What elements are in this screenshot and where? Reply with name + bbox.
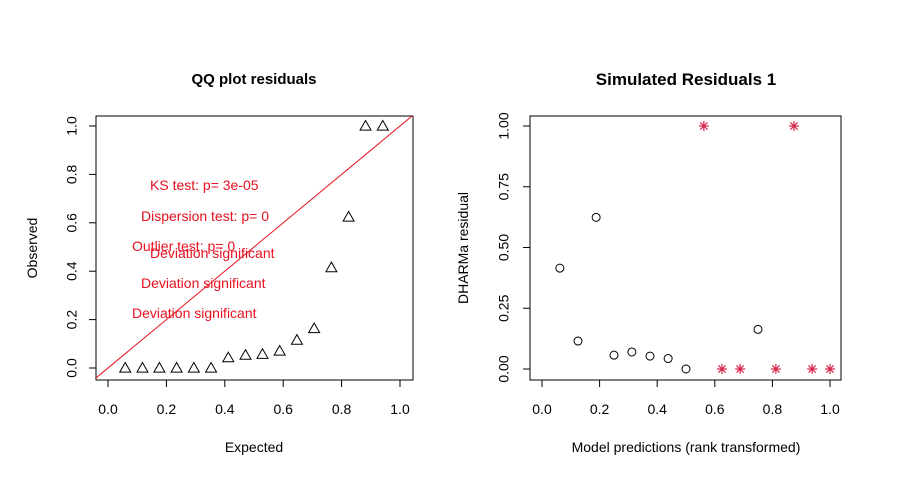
- residual-outlier-point: [717, 364, 727, 374]
- qq-x-tick-label: 0.8: [332, 401, 352, 417]
- residuals-y-tick-label: 0.75: [496, 173, 512, 200]
- residual-point: [573, 336, 583, 346]
- residuals-plot-xlabel: Model predictions (rank transformed): [572, 439, 801, 455]
- residual-point: [645, 351, 655, 361]
- qq-point: [153, 361, 166, 373]
- residuals-x-tick-label: 0.0: [532, 401, 552, 417]
- residuals-x-tick-label: 0.2: [590, 401, 610, 417]
- qq-x-tick-label: 1.0: [390, 401, 410, 417]
- qq-reference-line: [96, 116, 413, 379]
- qq-point: [204, 361, 218, 373]
- qq-point: [256, 347, 269, 359]
- qq-ks-test-label: KS test: p= 3e-05: [150, 177, 259, 193]
- residuals-plot-ylabel: DHARMa residual: [455, 192, 471, 304]
- residual-point: [555, 263, 565, 273]
- residual-outlier-point: [807, 364, 818, 374]
- qq-plot-panel: QQ plot residuals Expected Observed 0.0 0…: [24, 71, 414, 455]
- residual-point: [681, 364, 691, 374]
- residuals-x-tick-label: 0.8: [763, 401, 783, 417]
- qq-outlier-test-label: Outlier test: p= 0: [132, 238, 235, 254]
- residuals-y-tick-label: 0.50: [496, 234, 512, 261]
- qq-plot-title: QQ plot residuals: [191, 71, 316, 88]
- qq-point: [239, 348, 252, 360]
- residual-point: [753, 324, 763, 334]
- qq-y-tick-label: 0.6: [64, 213, 80, 233]
- qq-x-tick-label: 0.6: [273, 401, 293, 417]
- residuals-plot-frame: [529, 115, 842, 381]
- qq-ks-deviation-label: Deviation significant: [150, 245, 275, 261]
- qq-dispersion-test-label: Dispersion test: p= 0: [141, 208, 269, 224]
- residuals-x-tick-label: 0.4: [647, 401, 667, 417]
- residual-outlier-point: [698, 121, 709, 131]
- residual-point: [663, 354, 673, 364]
- qq-point: [273, 344, 287, 356]
- residual-point: [591, 212, 601, 222]
- residuals-y-tick-label: 1.00: [496, 112, 512, 139]
- qq-dispersion-deviation-label: Deviation significant: [141, 275, 266, 291]
- qq-outlier-deviation-label: Deviation significant: [132, 305, 257, 321]
- qq-point: [342, 210, 355, 222]
- qq-point: [136, 361, 149, 373]
- residual-outlier-point: [825, 364, 835, 374]
- qq-point: [359, 119, 372, 131]
- simulated-residuals-panel: Simulated Residuals 1 Model predictions …: [455, 70, 842, 455]
- qq-point: [118, 361, 132, 373]
- qq-y-tick-label: 0.2: [64, 310, 80, 330]
- qq-y-tick-label: 0.4: [64, 261, 80, 281]
- qq-point: [221, 351, 235, 363]
- residual-outlier-point: [735, 364, 746, 374]
- qq-plot-ylabel: Observed: [24, 218, 40, 279]
- qq-point: [187, 361, 201, 373]
- residual-point: [627, 347, 637, 357]
- qq-y-tick-label: 0.0: [64, 358, 80, 378]
- qq-point: [307, 322, 321, 334]
- qq-y-tick-label: 1.0: [64, 116, 80, 136]
- residuals-x-tick-label: 1.0: [820, 401, 840, 417]
- qq-y-tick-label: 0.8: [64, 164, 80, 184]
- qq-x-tick-label: 0.4: [215, 401, 235, 417]
- qq-point: [376, 119, 390, 131]
- residual-outlier-point: [770, 364, 781, 374]
- residual-point: [609, 350, 619, 360]
- residuals-x-tick-label: 0.6: [705, 401, 725, 417]
- residual-outlier-point: [789, 121, 799, 131]
- residuals-y-tick-label: 0.00: [496, 355, 512, 382]
- residuals-plot-title: Simulated Residuals 1: [596, 70, 776, 89]
- qq-plot-xlabel: Expected: [225, 439, 283, 455]
- qq-point: [325, 261, 338, 273]
- qq-point: [170, 361, 183, 373]
- residuals-y-tick-label: 0.25: [496, 294, 512, 321]
- qq-point: [290, 333, 304, 345]
- qq-x-tick-label: 0.2: [157, 401, 177, 417]
- qq-x-tick-label: 0.0: [98, 401, 118, 417]
